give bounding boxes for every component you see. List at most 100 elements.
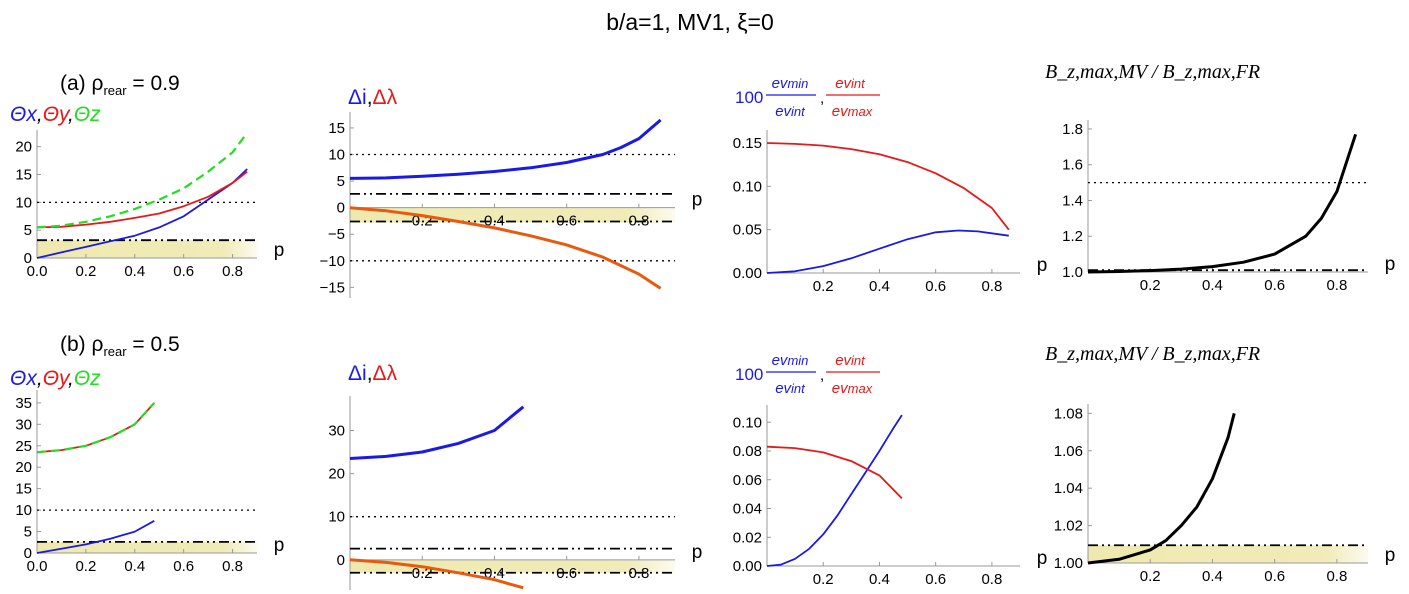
y-tick-label: 15 (328, 120, 345, 137)
series-line (349, 206, 662, 290)
y-tick-label: 20 (15, 139, 32, 156)
chart-a3: 0.00 0.05 0.10 0.15 0.2 0.4 0.6 0.8 p (733, 130, 1047, 295)
theta-header-b: Θx,Θy,Θz (10, 367, 101, 390)
svg-text:,: , (820, 367, 824, 384)
series-line (1087, 133, 1358, 274)
y-tick-label: 15 (15, 481, 32, 498)
y-tick-label: 0 (337, 200, 345, 217)
row-label-a: (a) ρrear = 0.9 (60, 72, 180, 98)
y-tick-label: 10 (15, 502, 32, 519)
x-axis-label: p (1037, 255, 1048, 276)
series-line (349, 405, 525, 460)
y-tick-label: 5 (24, 524, 32, 541)
bz-header-a: B_z,max,MV / B_z,max,FR (1045, 61, 1260, 83)
x-tick-label: 0.4 (1202, 277, 1223, 294)
y-tick-label: 10 (15, 194, 32, 211)
x-axis-label: p (692, 542, 703, 563)
x-axis-label: p (274, 535, 285, 556)
series-line (36, 170, 248, 229)
chart-a4: 1.0 1.2 1.4 1.6 1.8 0.2 0.4 0.6 0.8 p (1062, 120, 1395, 294)
y-tick-label: 1.4 (1062, 192, 1083, 209)
series-line (766, 414, 903, 567)
y-tick-label: 15 (15, 167, 32, 184)
series-line (349, 118, 662, 180)
x-tick-label: 0.4 (869, 278, 890, 295)
chart-b4: 1.00 1.02 1.04 1.06 1.08 0.2 0.4 0.6 0.8 p (1054, 404, 1395, 585)
x-axis-label: p (274, 240, 285, 261)
x-tick-label: 0.8 (222, 263, 243, 280)
svg-text:evmax: evmax (832, 380, 873, 397)
x-tick-label: 0.4 (124, 263, 145, 280)
y-tick-label: 0.10 (733, 414, 762, 431)
delta-header-b: Δi,Δλ (348, 362, 398, 385)
y-tick-label: −15 (320, 279, 345, 296)
series-line (349, 558, 524, 590)
x-tick-label: 0.8 (1326, 277, 1347, 294)
x-tick-label: 0.0 (27, 263, 48, 280)
x-tick-label: 0.8 (222, 558, 243, 575)
y-tick-label: −10 (320, 253, 345, 270)
x-axis-label: p (1385, 545, 1396, 566)
svg-text:100: 100 (735, 365, 763, 384)
series-line (36, 520, 155, 554)
x-tick-label: 0.6 (1264, 277, 1285, 294)
x-tick-label: 0.6 (173, 263, 194, 280)
y-tick-label: 30 (328, 422, 345, 439)
x-tick-label: 0.6 (925, 571, 946, 588)
series-line (766, 229, 1009, 274)
shaded-band (350, 207, 675, 223)
x-axis-label: p (1385, 254, 1396, 275)
y-tick-label: 1.2 (1062, 228, 1083, 245)
y-tick-label: 1.0 (1062, 264, 1083, 281)
svg-text:evint: evint (775, 380, 806, 397)
y-tick-label: 0.05 (733, 222, 762, 239)
svg-text:,: , (820, 90, 824, 107)
x-tick-label: 0.2 (1140, 568, 1161, 585)
x-tick-label: 0.6 (1264, 568, 1285, 585)
series-line (1087, 413, 1236, 565)
y-tick-label: 1.02 (1054, 518, 1083, 535)
y-tick-label: 0 (24, 250, 32, 267)
y-tick-label: 1.08 (1054, 405, 1083, 422)
x-tick-label: 0.8 (981, 571, 1002, 588)
y-tick-label: 0.04 (733, 501, 762, 518)
y-tick-label: 0 (24, 545, 32, 562)
svg-text:evint: evint (775, 103, 806, 120)
y-tick-label: 0.00 (733, 265, 762, 282)
bz-header-b: B_z,max,MV / B_z,max,FR (1045, 343, 1260, 365)
y-tick-label: 0.06 (733, 472, 762, 489)
y-tick-label: 30 (15, 416, 32, 433)
x-axis-label: p (692, 190, 703, 211)
y-tick-label: 0.02 (733, 529, 762, 546)
x-tick-label: 0.8 (981, 278, 1002, 295)
y-tick-label: 20 (328, 466, 345, 483)
y-tick-label: 0.08 (733, 443, 762, 460)
y-tick-label: 25 (15, 438, 32, 455)
x-tick-label: 0.2 (1140, 277, 1161, 294)
svg-text:evint: evint (835, 352, 866, 369)
delta-header-a: Δi,Δλ (348, 86, 398, 109)
y-tick-label: 5 (24, 222, 32, 239)
x-tick-label: 0.8 (1326, 568, 1347, 585)
series-line (36, 402, 155, 454)
x-tick-label: 0.2 (813, 571, 834, 588)
shaded-band (37, 541, 257, 553)
ev-header-a: 100 evmin evint , evint evmax (735, 75, 880, 120)
plots: 0 5 10 15 20 0.0 0.2 0.4 0.6 0.8 p −15 −10 −5 0 5 10 15 0.… (15, 112, 1395, 590)
y-tick-label: 0.00 (733, 558, 762, 575)
y-tick-label: 1.06 (1054, 443, 1083, 460)
chart-b1: 0 5 10 15 20 25 30 35 0.0 0.2 0.4 0.6 0.8 p (15, 390, 284, 575)
series-line (36, 168, 248, 259)
y-tick-label: 1.6 (1062, 157, 1083, 174)
svg-text:100: 100 (735, 88, 763, 107)
x-tick-label: 0.2 (75, 263, 96, 280)
ev-header-b: 100 evmin evint , evint evmax (735, 352, 880, 397)
y-tick-label: 20 (15, 459, 32, 476)
x-tick-label: 0.6 (925, 278, 946, 295)
x-tick-label: 0.4 (1202, 568, 1223, 585)
series-line (36, 402, 156, 454)
series-line (36, 132, 249, 229)
theta-header-a: Θx,Θy,Θz (10, 103, 101, 126)
y-tick-label: 5 (337, 173, 345, 190)
